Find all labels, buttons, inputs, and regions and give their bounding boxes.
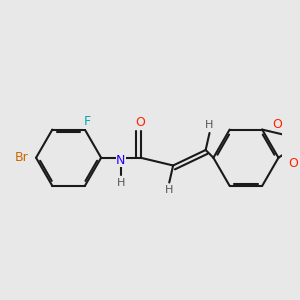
Text: O: O bbox=[289, 157, 298, 170]
Text: Br: Br bbox=[15, 151, 28, 164]
Text: H: H bbox=[205, 120, 214, 130]
Text: O: O bbox=[136, 116, 146, 129]
Text: N: N bbox=[116, 154, 125, 166]
Text: O: O bbox=[272, 118, 282, 131]
Text: H: H bbox=[165, 185, 173, 195]
Text: H: H bbox=[117, 178, 125, 188]
Text: F: F bbox=[84, 115, 91, 128]
